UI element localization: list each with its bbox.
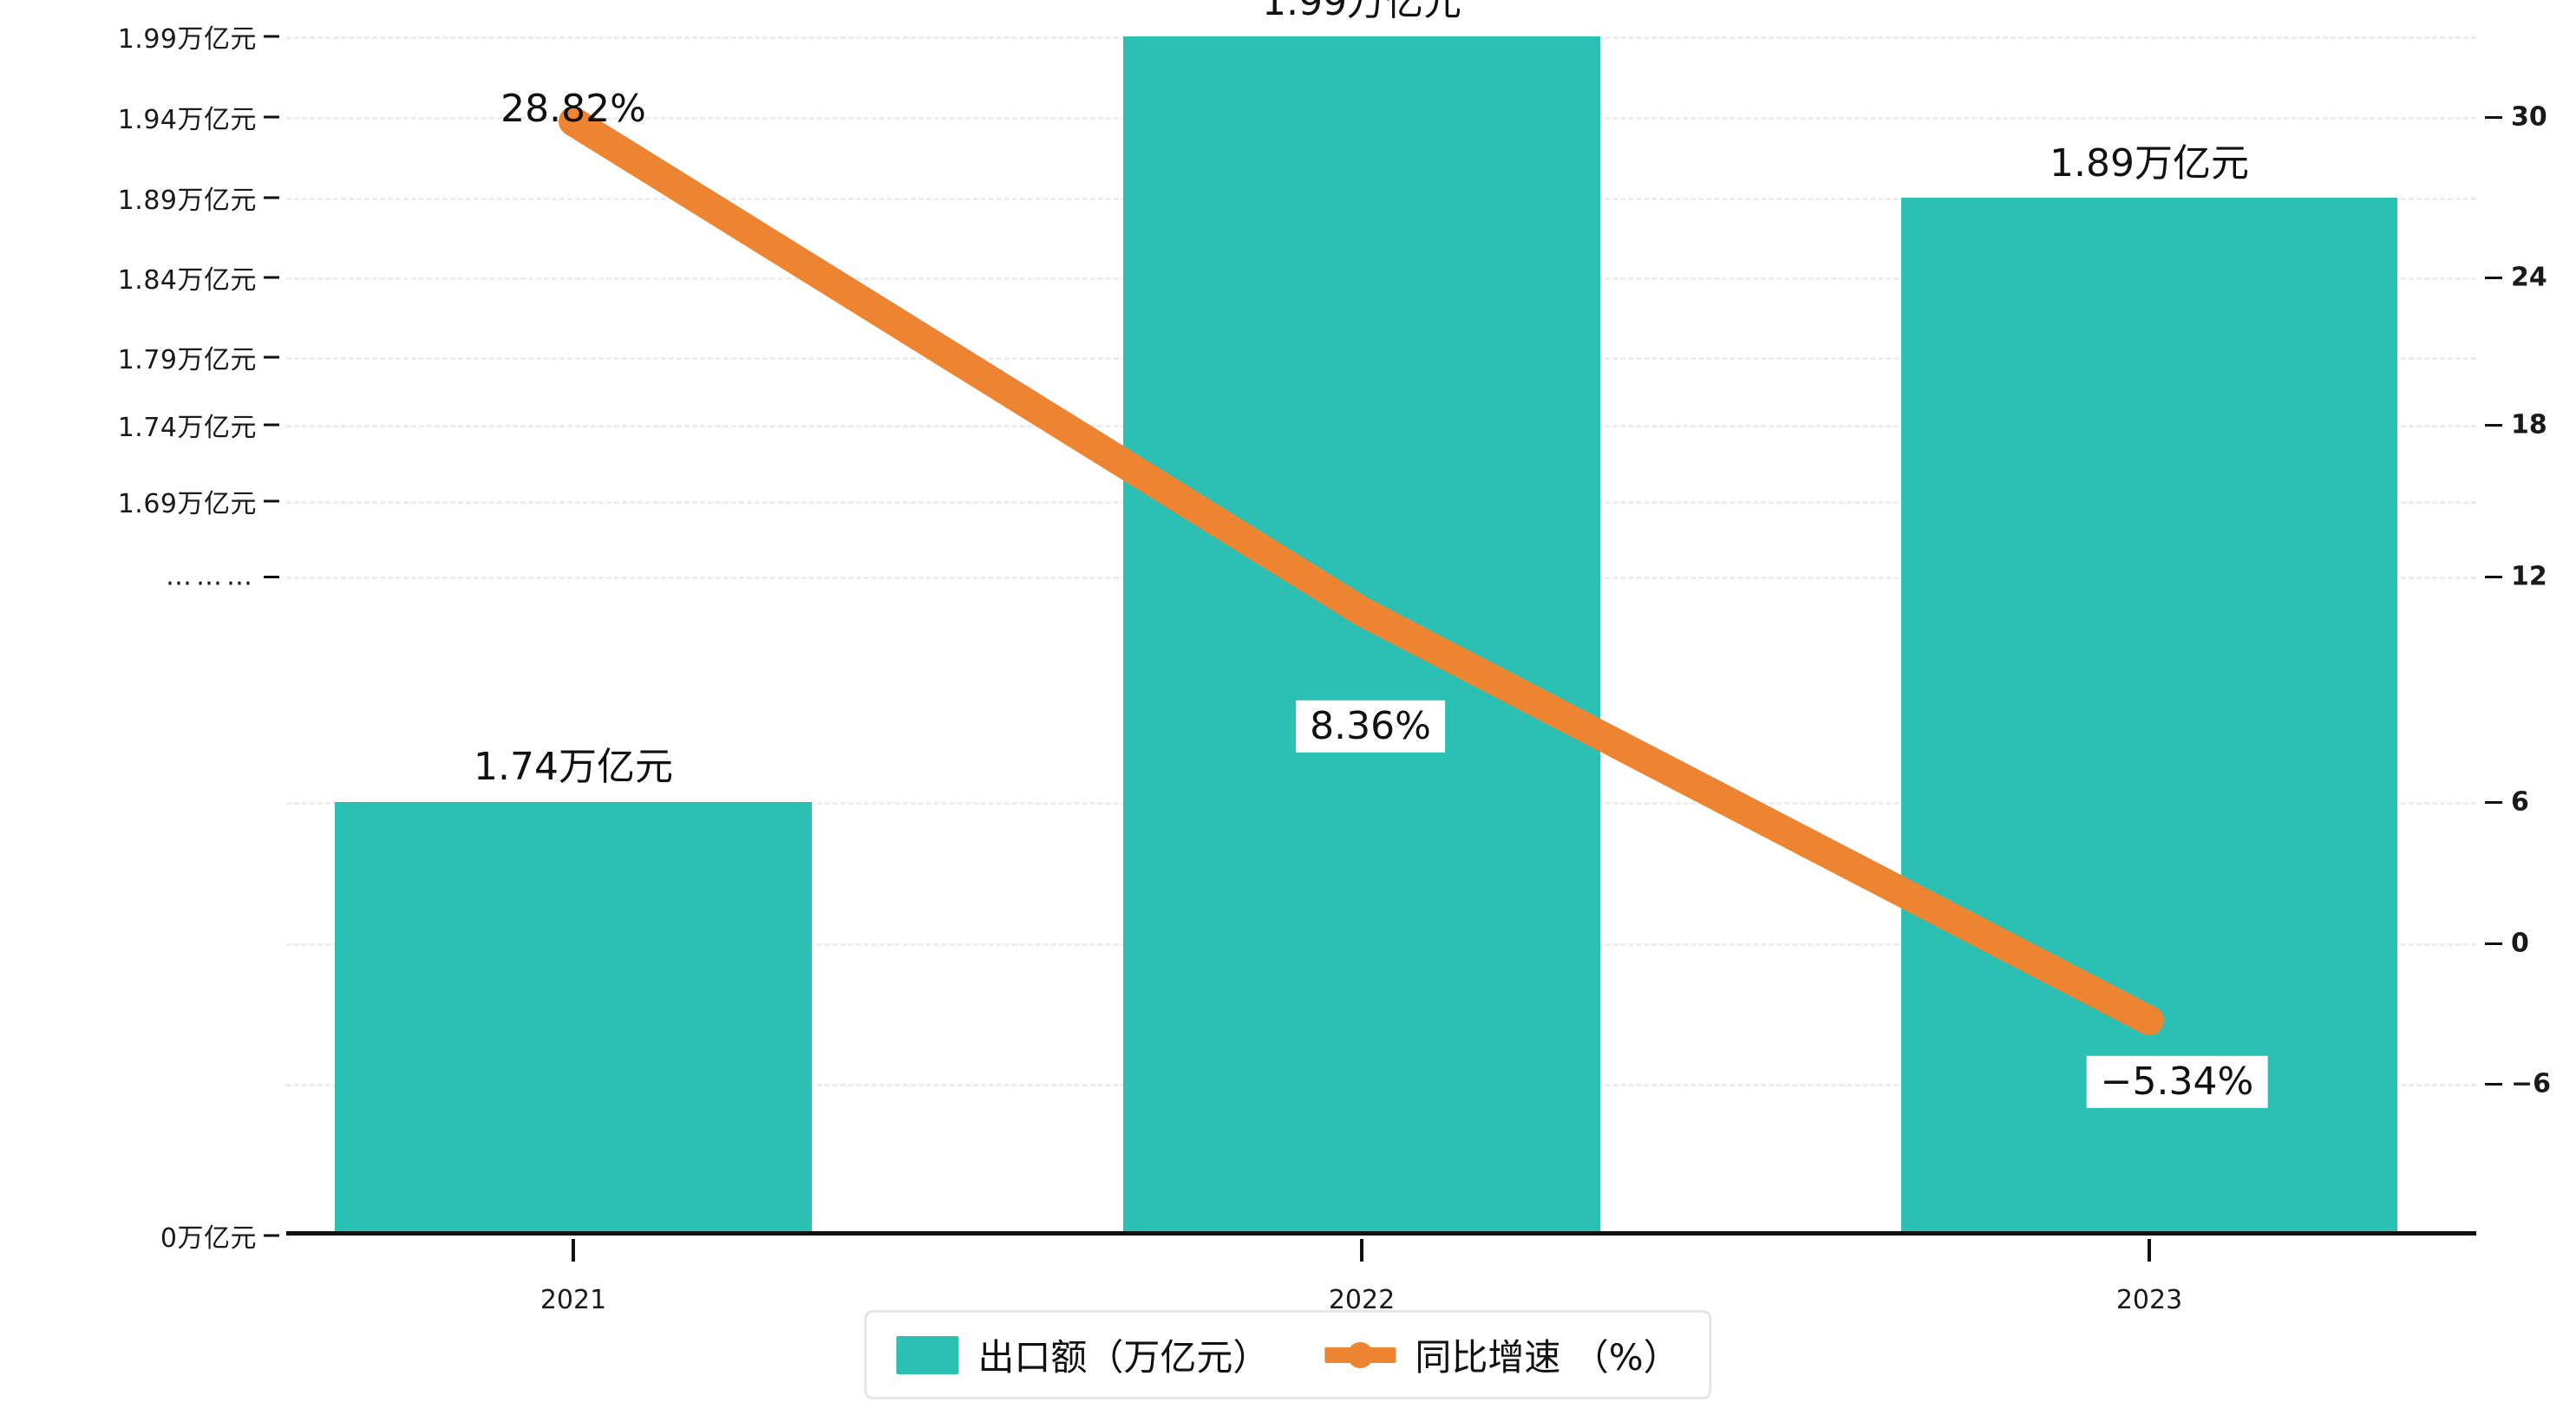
growth-value-label-2023: −5.34% bbox=[2086, 1055, 2268, 1109]
legend-label-export-value: 出口额（万亿元） bbox=[977, 1336, 1270, 1379]
bar-2021[interactable] bbox=[335, 802, 812, 1236]
y-axis-right-tick-label: 0 bbox=[2476, 929, 2529, 959]
y-axis-left-tick-label: 1.99万亿元 bbox=[118, 17, 286, 55]
y-axis-right-tick-label: 30 bbox=[2476, 102, 2547, 133]
bar-value-label-2022: 1.99万亿元 bbox=[1250, 0, 1474, 32]
plot-area: 1.99万亿元 1.94万亿元 1.89万亿元 1.84万亿元 1.79万亿元 … bbox=[118, 0, 2551, 1315]
x-axis-tick bbox=[1360, 1239, 1363, 1262]
growth-value-label-2021: 28.82% bbox=[500, 86, 646, 131]
chart-legend: 出口额（万亿元） 同比增速 （%） bbox=[864, 1310, 1712, 1399]
bar-value-label-2021: 1.74万亿元 bbox=[461, 744, 685, 797]
y-axis-right-tick-label: −6 bbox=[2476, 1069, 2551, 1099]
y-axis-right-tick-label: 6 bbox=[2476, 787, 2529, 818]
x-axis-tick bbox=[2148, 1239, 2151, 1262]
growth-value-label-2022: 8.36% bbox=[1296, 700, 1445, 753]
legend-label-growth-rate: 同比增速 （%） bbox=[1415, 1336, 1680, 1379]
y-axis-left-tick-label: 1.89万亿元 bbox=[118, 179, 286, 217]
bar-2022[interactable] bbox=[1123, 36, 1600, 1236]
y-axis-left-tick-label: 0万亿元 bbox=[160, 1216, 286, 1255]
line-swatch-icon bbox=[1324, 1336, 1396, 1374]
bar-swatch-icon bbox=[896, 1335, 959, 1374]
bar-value-label-2023: 1.89万亿元 bbox=[2037, 140, 2261, 193]
y-axis-left-tick-label: 1.79万亿元 bbox=[118, 338, 286, 376]
y-axis-right-tick-label: 12 bbox=[2476, 562, 2547, 592]
y-axis-right-tick-label: 24 bbox=[2476, 263, 2547, 293]
y-axis-left-tick-label: 1.74万亿元 bbox=[118, 406, 286, 444]
legend-item-export-value[interactable]: 出口额（万亿元） bbox=[896, 1328, 1269, 1381]
y-axis-right-tick-label: 18 bbox=[2476, 410, 2547, 440]
x-axis-tick bbox=[572, 1239, 575, 1262]
x-axis-label-2021: 2021 bbox=[539, 1285, 607, 1315]
x-axis-line bbox=[286, 1231, 2476, 1236]
y-axis-left-tick-label: 1.69万亿元 bbox=[118, 482, 286, 520]
y-axis-left-break-label: ……… bbox=[166, 562, 286, 592]
legend-item-growth-rate[interactable]: 同比增速 （%） bbox=[1324, 1328, 1680, 1381]
x-axis-label-2023: 2023 bbox=[2115, 1285, 2183, 1315]
y-axis-left-tick-label: 1.94万亿元 bbox=[118, 98, 286, 136]
y-axis-left-tick-label: 1.84万亿元 bbox=[118, 258, 286, 297]
